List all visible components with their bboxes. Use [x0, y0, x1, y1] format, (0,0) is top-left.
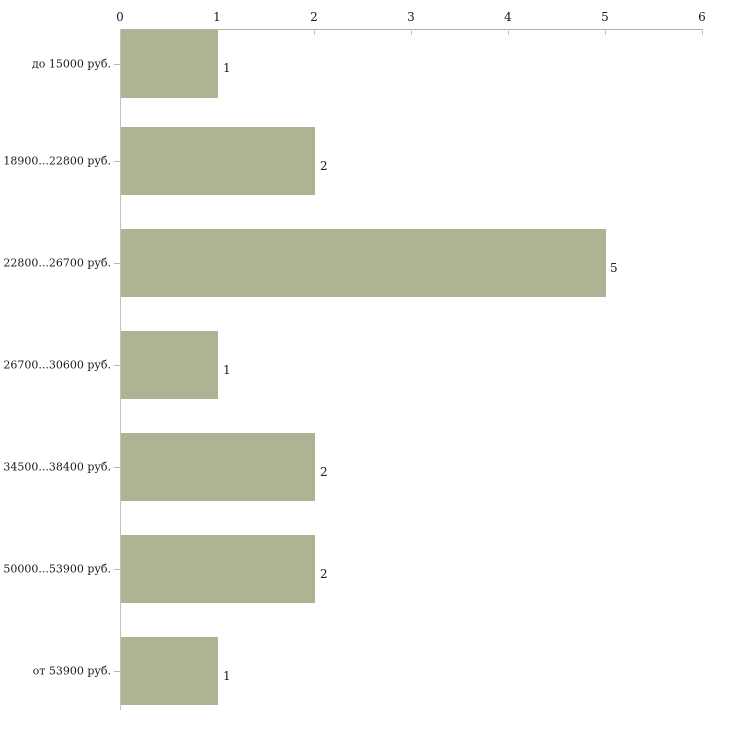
y-axis-tick-4 — [114, 467, 120, 468]
bar-3[interactable] — [121, 331, 218, 399]
y-axis-category-label-4: 34500...38400 руб. — [3, 460, 111, 474]
y-axis-category-label-2: 22800...26700 руб. — [3, 256, 111, 270]
bar-value-label-5: 2 — [320, 567, 328, 581]
x-axis-tick-label-6: 6 — [698, 10, 706, 24]
y-axis-tick-5 — [114, 569, 120, 570]
y-axis-line — [120, 29, 121, 710]
bar-value-label-0: 1 — [223, 61, 231, 75]
bar-5[interactable] — [121, 535, 315, 603]
bar-2[interactable] — [121, 229, 606, 297]
bar-value-label-6: 1 — [223, 669, 231, 683]
y-axis-category-label-0: до 15000 руб. — [31, 57, 111, 71]
y-axis-tick-0 — [114, 64, 120, 65]
x-axis-tick-2 — [314, 29, 315, 35]
x-axis-tick-label-2: 2 — [310, 10, 318, 24]
x-axis-tick-label-1: 1 — [213, 10, 221, 24]
x-axis-tick-label-0: 0 — [116, 10, 124, 24]
y-axis-category-label-5: 50000...53900 руб. — [3, 562, 111, 576]
x-axis-tick-0 — [120, 29, 121, 35]
x-axis-tick-label-4: 4 — [504, 10, 512, 24]
y-axis-tick-2 — [114, 263, 120, 264]
bar-value-label-1: 2 — [320, 159, 328, 173]
bar-0[interactable] — [121, 30, 218, 98]
y-axis-category-label-1: 18900...22800 руб. — [3, 154, 111, 168]
y-axis-tick-1 — [114, 161, 120, 162]
bar-value-label-2: 5 — [610, 261, 618, 275]
bar-1[interactable] — [121, 127, 315, 195]
y-axis-tick-3 — [114, 365, 120, 366]
x-axis-tick-label-3: 3 — [407, 10, 415, 24]
bar-4[interactable] — [121, 433, 315, 501]
y-axis-tick-6 — [114, 671, 120, 672]
x-axis-tick-3 — [411, 29, 412, 35]
x-axis-tick-label-5: 5 — [601, 10, 609, 24]
x-axis-tick-5 — [605, 29, 606, 35]
y-axis-category-label-6: от 53900 руб. — [32, 664, 111, 678]
y-axis-category-label-3: 26700...30600 руб. — [3, 358, 111, 372]
bar-value-label-3: 1 — [223, 363, 231, 377]
x-axis-tick-4 — [508, 29, 509, 35]
x-axis-tick-6 — [702, 29, 703, 35]
bar-value-label-4: 2 — [320, 465, 328, 479]
bar-6[interactable] — [121, 637, 218, 705]
